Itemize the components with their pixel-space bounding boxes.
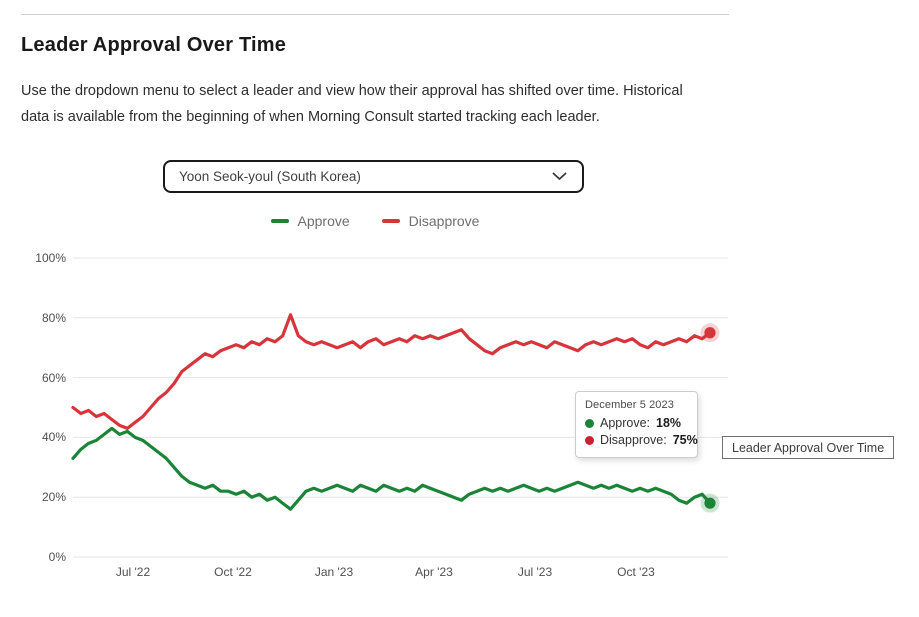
disapprove-line-swatch [381, 219, 400, 223]
xtick-jan23: Jan '23 [314, 565, 354, 579]
ytick-100: 100% [35, 251, 66, 265]
approve-line-swatch [270, 219, 289, 223]
dropdown-selected-value: Yoon Seok-youl (South Korea) [179, 169, 361, 184]
ytick-20: 20% [41, 490, 66, 504]
page-title: Leader Approval Over Time [21, 34, 287, 56]
xtick-oct22: Oct '22 [214, 565, 252, 579]
tooltip-approve-label: Approve: [600, 416, 651, 430]
xtick-jul22: Jul '22 [115, 565, 151, 579]
end-marker-dot-disapprove [704, 327, 716, 339]
disapprove-dot-icon [585, 436, 594, 445]
page-description: Use the dropdown menu to select a leader… [21, 83, 683, 125]
legend-item-disapprove[interactable]: Disapprove [381, 213, 480, 229]
ytick-0: 0% [48, 550, 66, 564]
tooltip-row-approve: Approve: 18% [585, 415, 688, 432]
tooltip-disapprove-value: 75% [672, 433, 698, 447]
chart-tooltip: December 5 2023 Approve: 18% Disapprove:… [575, 391, 698, 458]
legend-label-disapprove: Disapprove [408, 213, 480, 229]
legend-label-approve: Approve [297, 213, 350, 229]
tooltip-disapprove-label: Disapprove: [600, 433, 667, 447]
end-marker-dot-approve [704, 497, 716, 509]
xtick-apr23: Apr '23 [415, 565, 453, 579]
approve-dot-icon [585, 419, 594, 428]
tooltip-date: December 5 2023 [585, 399, 674, 411]
ytick-40: 40% [41, 430, 66, 444]
legend-item-approve[interactable]: Approve [270, 213, 350, 229]
leader-select-dropdown[interactable]: Yoon Seok-youl (South Korea) [163, 160, 584, 193]
chevron-down-icon [552, 172, 567, 181]
ytick-80: 80% [41, 311, 66, 325]
series-line-approve [71, 426, 712, 511]
tooltip-row-disapprove: Disapprove: 75% [585, 432, 698, 449]
xtick-jul23: Jul '23 [517, 565, 553, 579]
ytick-60: 60% [41, 371, 66, 385]
xtick-oct23: Oct '23 [617, 565, 655, 579]
tooltip-approve-value: 18% [656, 416, 682, 430]
hover-title-tooltip: Leader Approval Over Time [722, 436, 895, 459]
chart-legend: Approve Disapprove [21, 213, 729, 229]
top-divider [21, 14, 729, 15]
series-line-disapprove [71, 313, 712, 430]
